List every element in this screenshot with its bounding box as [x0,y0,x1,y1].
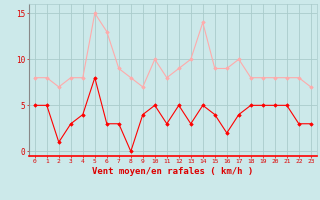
X-axis label: Vent moyen/en rafales ( km/h ): Vent moyen/en rafales ( km/h ) [92,167,253,176]
